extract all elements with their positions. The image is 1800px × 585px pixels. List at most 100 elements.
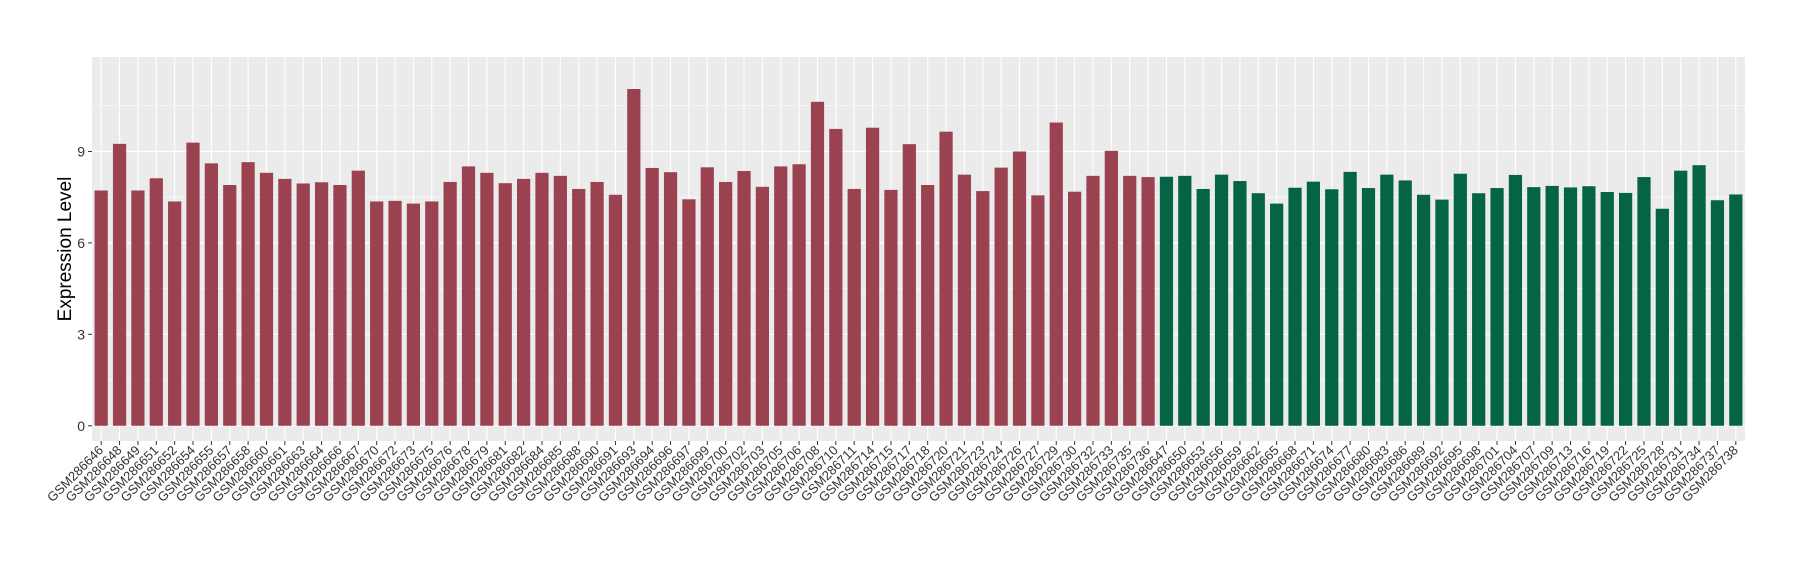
bar-GSM286663 (296, 183, 310, 426)
bar-GSM286711 (847, 188, 861, 426)
bar-GSM286668 (1288, 187, 1302, 426)
bar-GSM286676 (443, 181, 457, 426)
bar-GSM286683 (1380, 174, 1394, 426)
bar-GSM286734 (1692, 165, 1706, 426)
bar-GSM286718 (921, 185, 935, 426)
bar-GSM286697 (682, 199, 696, 426)
plot-panel (92, 57, 1745, 441)
bar-GSM286696 (663, 172, 678, 426)
bar-GSM286657 (223, 185, 237, 426)
bar-GSM286719 (1600, 192, 1614, 426)
bar-GSM286731 (1674, 170, 1688, 426)
bar-GSM286678 (461, 166, 476, 426)
y-tick-label: 3 (77, 326, 85, 342)
x-axis: GSM286646GSM286648GSM286649GSM286651GSM2… (44, 441, 1741, 505)
bar-GSM286715 (884, 189, 898, 426)
bar-GSM286647 (1159, 176, 1174, 426)
bar-GSM286721 (957, 174, 972, 426)
y-tick-label: 6 (77, 235, 85, 251)
bar-GSM286684 (535, 172, 549, 426)
bar-GSM286698 (1472, 193, 1486, 426)
bar-GSM286680 (1361, 188, 1376, 426)
bar-GSM286686 (1398, 180, 1412, 426)
y-axis-title: Expression Level (55, 177, 76, 322)
bar-GSM286703 (755, 186, 769, 426)
bar-GSM286716 (1582, 186, 1596, 426)
bar-GSM286664 (314, 182, 329, 426)
bar-GSM286646 (94, 190, 108, 426)
bar-GSM286720 (939, 131, 953, 426)
bar-GSM286656 (1214, 174, 1229, 426)
bar-GSM286654 (186, 142, 200, 426)
bar-GSM286660 (259, 172, 274, 426)
y-tick-label: 0 (77, 418, 85, 434)
y-tick-label: 9 (77, 143, 85, 159)
bar-GSM286714 (865, 127, 880, 426)
bar-GSM286704 (1508, 174, 1523, 426)
bar-GSM286667 (351, 170, 365, 426)
bar-GSM286661 (278, 178, 292, 426)
bar-GSM286666 (333, 185, 347, 426)
bar-GSM286650 (1178, 175, 1192, 426)
bar-GSM286708 (810, 101, 825, 426)
bar-GSM286710 (829, 128, 843, 426)
bar-GSM286727 (1031, 195, 1045, 426)
bar-GSM286677 (1343, 171, 1357, 426)
bar-GSM286690 (590, 181, 604, 426)
bar-GSM286738 (1729, 194, 1743, 426)
bar-GSM286722 (1619, 192, 1633, 426)
bar-GSM286709 (1545, 185, 1559, 426)
bar-GSM286689 (1416, 194, 1431, 426)
bar-GSM286688 (572, 188, 586, 426)
bar-GSM286685 (553, 175, 567, 426)
bar-GSM286652 (168, 201, 182, 426)
bar-GSM286730 (1068, 191, 1082, 426)
bar-GSM286705 (774, 166, 788, 426)
bar-GSM286732 (1086, 175, 1100, 426)
bar-GSM286695 (1453, 173, 1467, 426)
bar-GSM286713 (1563, 187, 1578, 426)
bar-GSM286701 (1490, 188, 1504, 426)
bar-GSM286672 (388, 200, 402, 426)
bar-GSM286649 (131, 190, 145, 426)
bar-GSM286675 (425, 201, 439, 426)
bar-GSM286725 (1637, 177, 1651, 426)
bar-GSM286655 (204, 163, 218, 426)
bar-GSM286679 (480, 172, 494, 426)
bar-GSM286653 (1196, 188, 1210, 426)
bar-GSM286693 (627, 89, 641, 426)
bar-GSM286700 (719, 181, 733, 426)
bar-GSM286736 (1141, 177, 1155, 426)
bar-GSM286662 (1251, 193, 1265, 426)
bar-GSM286681 (498, 183, 512, 426)
y-axis: 0 3 6 9 (77, 143, 92, 434)
bar-GSM286723 (976, 191, 990, 426)
bar-GSM286726 (1012, 151, 1027, 426)
bar-GSM286659 (1233, 181, 1247, 426)
bar-GSM286706 (792, 164, 806, 426)
bar-GSM286658 (241, 162, 255, 426)
bar-GSM286733 (1104, 150, 1118, 426)
bar-GSM286729 (1049, 122, 1063, 426)
bar-GSM286694 (645, 167, 659, 426)
bar-GSM286665 (1270, 203, 1284, 426)
bar-GSM286735 (1123, 175, 1137, 426)
bar-GSM286699 (700, 167, 714, 426)
bars (94, 89, 1743, 426)
bar-GSM286702 (737, 170, 751, 426)
bar-GSM286670 (370, 201, 384, 426)
bar-GSM286671 (1306, 181, 1320, 426)
bar-GSM286707 (1527, 187, 1541, 426)
bar-GSM286728 (1655, 208, 1669, 426)
bar-GSM286648 (112, 143, 127, 426)
bar-GSM286724 (994, 167, 1008, 426)
bar-GSM286674 (1325, 189, 1339, 426)
bar-GSM286673 (406, 203, 421, 426)
bar-GSM286691 (608, 194, 623, 426)
bar-GSM286717 (902, 144, 916, 426)
bar-GSM286682 (517, 178, 531, 426)
bar-GSM286692 (1435, 199, 1449, 426)
bar-GSM286737 (1710, 200, 1725, 426)
